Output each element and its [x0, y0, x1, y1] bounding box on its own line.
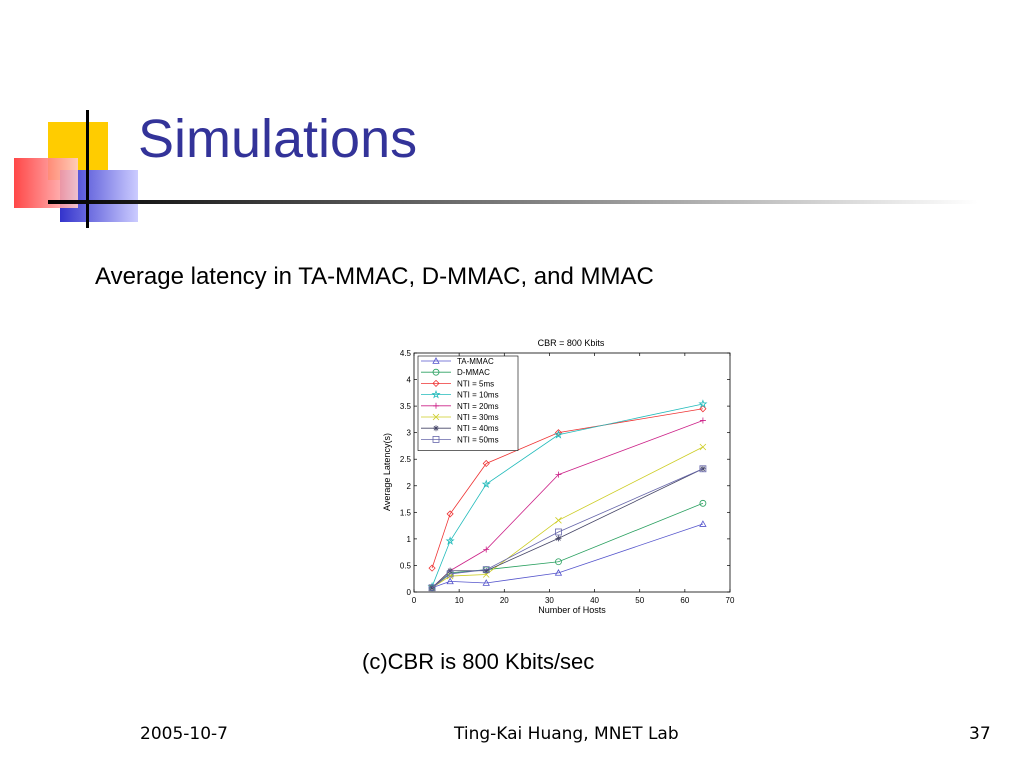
y-tick-label: 1.5: [400, 508, 412, 517]
legend-label: NTI = 50ms: [457, 435, 499, 444]
legend-marker: [432, 379, 440, 387]
deco-vertical-line: [86, 110, 89, 228]
data-point: [698, 399, 708, 408]
deco-red-square: [14, 158, 78, 208]
data-point: [428, 584, 436, 592]
chart-title: CBR = 800 Kbits: [538, 338, 605, 348]
data-point: [699, 443, 707, 451]
series-line-1: [431, 523, 704, 589]
legend-label: D-MMAC: [457, 368, 490, 377]
data-point: [699, 417, 706, 424]
y-tick-label: 2.5: [400, 455, 412, 464]
data-point: [482, 579, 490, 586]
x-tick-label: 50: [635, 596, 644, 605]
data-point: [555, 528, 562, 536]
legend-marker: [433, 402, 439, 409]
data-point: [554, 569, 563, 576]
chart-caption: (c)CBR is 800 Kbits/sec: [362, 649, 595, 674]
footer-date: 2005-10-7: [140, 724, 228, 744]
y-tick-label: 0: [407, 588, 412, 597]
data-point: [555, 535, 562, 542]
y-tick-label: 3.5: [400, 402, 412, 411]
legend-marker: [432, 436, 440, 443]
data-point: [555, 558, 562, 566]
data-point: [482, 566, 490, 574]
data-point: [446, 577, 454, 585]
data-point: [445, 536, 455, 545]
x-tick-label: 20: [500, 596, 509, 605]
legend-label: NTI = 10ms: [457, 391, 499, 400]
data-point: [483, 546, 490, 553]
legend-label: NTI = 5ms: [457, 379, 494, 388]
y-tick-label: 3: [407, 429, 412, 438]
y-tick-label: 2: [407, 482, 412, 491]
legend-label: NTI = 30ms: [457, 413, 499, 422]
data-point: [483, 567, 490, 574]
slide-subtitle: Average latency in TA-MMAC, D-MMAC, and …: [95, 263, 654, 290]
data-point: [482, 459, 490, 468]
y-axis-label: Average Latency(s): [382, 433, 392, 511]
legend-marker: [431, 389, 441, 399]
legend-marker: [433, 425, 439, 432]
x-tick-label: 60: [680, 596, 689, 605]
x-tick-label: 10: [455, 596, 464, 605]
x-tick-label: 40: [590, 596, 599, 605]
x-tick-label: 70: [726, 596, 735, 605]
data-point: [446, 570, 454, 578]
legend-marker: [432, 357, 440, 364]
series-line-4: [431, 403, 703, 587]
series-line-8: [431, 468, 704, 589]
data-point: [555, 517, 562, 524]
legend-box: [417, 355, 519, 451]
slide-title: Simulations: [138, 109, 418, 169]
x-axis-label: Number of Hosts: [538, 605, 606, 615]
y-tick-label: 0.5: [400, 561, 412, 570]
data-point: [555, 471, 562, 478]
footer-page-number: 37: [969, 724, 991, 744]
y-tick-label: 4: [407, 376, 412, 385]
data-point: [428, 564, 436, 572]
x-tick-label: 0: [412, 596, 417, 605]
chart-legend: TA-MMAC D-MMAC NTI = 5ms NTI = 10ms NTI = 20…: [417, 355, 519, 451]
legend-label: TA-MMAC: [457, 357, 494, 366]
y-tick-label: 4.5: [400, 349, 412, 358]
legend-label: NTI = 20ms: [457, 402, 499, 411]
y-tick-label: 1: [407, 535, 412, 544]
footer-author: Ting-Kai Huang, MNET Lab: [454, 724, 679, 744]
title-underline: [48, 200, 978, 204]
data-point: [699, 520, 707, 527]
latency-chart: CBR = 800 Kbits Number of Hosts Average …: [382, 338, 735, 615]
data-point: [553, 430, 564, 439]
data-point: [446, 510, 454, 518]
data-point: [699, 405, 707, 413]
legend-marker: [432, 368, 440, 376]
legend-label: NTI = 40ms: [457, 424, 499, 433]
data-point: [481, 479, 491, 489]
title-decoration: [14, 110, 978, 228]
legend-marker: [432, 413, 440, 421]
data-point: [699, 465, 707, 473]
x-tick-label: 30: [545, 596, 554, 605]
data-point: [699, 499, 707, 507]
